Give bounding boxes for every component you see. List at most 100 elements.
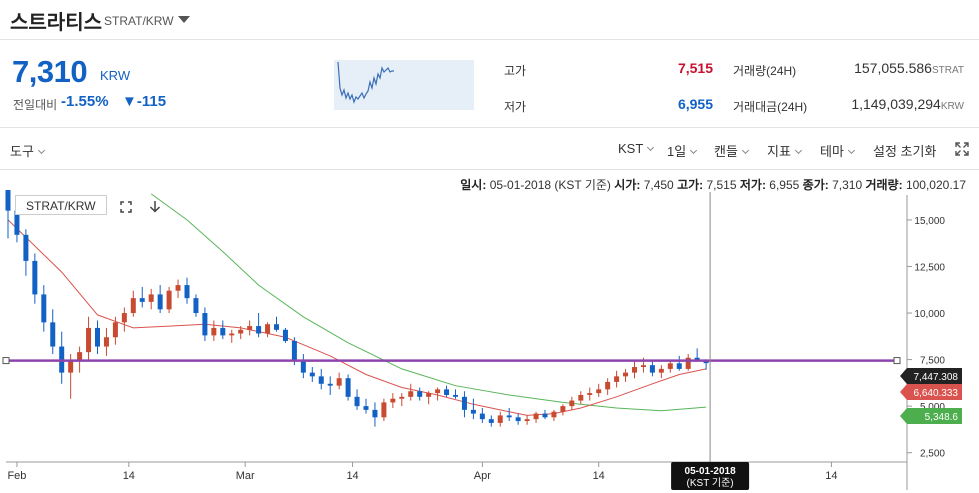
y-tick-label: 15,000: [914, 216, 945, 227]
candle-body: [461, 396, 467, 410]
candle-body: [676, 363, 682, 369]
info-close-value: 7,310: [832, 178, 863, 192]
info-high-label: 고가:: [677, 178, 704, 192]
crosshair-date-sub: (KST 기준): [687, 477, 734, 489]
candle-body: [560, 406, 566, 412]
volume-label: 거래량(24H): [733, 64, 797, 78]
chart-toolbar: 도구 KST 1일 캔들 지표 테마 설정 초기화: [0, 128, 979, 170]
info-date-label: 일시:: [460, 178, 487, 192]
chart-type-menu[interactable]: 캔들: [714, 141, 749, 160]
candle-body: [41, 294, 47, 323]
candle-body: [121, 313, 127, 323]
timezone-menu-label: KST: [618, 141, 644, 156]
x-tick-label: Mar: [236, 470, 255, 482]
chevron-down-icon: [647, 143, 655, 152]
amount-value: 1,149,039,294: [851, 96, 941, 112]
candle-body: [587, 393, 593, 395]
volume-value: 157,055.586: [854, 60, 932, 76]
price-label-tag: [900, 384, 962, 400]
candle-body: [184, 285, 190, 299]
candle-body: [515, 417, 521, 422]
y-tick-label: 10,000: [914, 309, 945, 320]
ohlc-info: 일시: 05-01-2018 (KST 기준) 시가: 7,450 고가: 7,…: [0, 176, 966, 193]
candle-body: [148, 294, 154, 302]
candle-body: [345, 378, 351, 397]
y-tick-label: 2,500: [920, 449, 945, 460]
x-tick-label: Feb: [7, 470, 26, 482]
timezone-menu[interactable]: KST: [618, 141, 655, 156]
candle-body: [703, 360, 709, 364]
theme-menu[interactable]: 테마: [820, 141, 855, 160]
candle-body: [667, 363, 673, 369]
candle-body: [166, 290, 172, 310]
candle-body: [220, 327, 226, 336]
tools-menu[interactable]: 도구: [10, 141, 45, 160]
candle-body: [426, 393, 432, 397]
candle-body: [68, 361, 74, 373]
candle-body: [202, 313, 208, 336]
change-label: 전일대비: [13, 98, 58, 112]
candle-body: [318, 376, 324, 384]
candle-body: [282, 329, 288, 341]
price-label-tag: [900, 408, 962, 424]
candle-body: [649, 365, 655, 373]
candle-body: [336, 378, 342, 386]
amount-unit: KRW: [940, 101, 964, 112]
fullscreen-icon[interactable]: [955, 142, 969, 156]
y-tick-label: 12,500: [914, 262, 945, 273]
candle-body: [408, 391, 414, 397]
x-tick-label: 14: [593, 470, 605, 482]
info-open-value: 7,450: [643, 178, 674, 192]
reset-settings-button[interactable]: 설정 초기화: [873, 144, 937, 159]
high-value: 7,515: [677, 60, 713, 76]
chart-expand-icon[interactable]: [119, 200, 133, 214]
x-tick-label: Apr: [474, 470, 491, 482]
volume-unit: STRAT: [931, 65, 964, 76]
candle-body: [694, 357, 700, 360]
chevron-down-icon: [37, 146, 45, 155]
candle-body: [658, 368, 664, 373]
candle-body: [50, 322, 56, 347]
change-percent: -1.55%: [61, 93, 109, 110]
candle-body: [640, 365, 646, 368]
download-icon[interactable]: [148, 200, 162, 214]
coin-header: 스트라티스 STRAT/KRW: [0, 0, 979, 40]
ma-short-line: [7, 219, 707, 416]
candle-body: [399, 396, 405, 399]
x-tick-label: 14: [346, 470, 358, 482]
info-close-label: 종가:: [802, 178, 829, 192]
crosshair-date: 05-01-2018: [685, 466, 737, 477]
x-tick-label: 14: [825, 470, 837, 482]
candle-body: [274, 324, 279, 330]
high-label: 고가: [504, 64, 527, 78]
candle-body: [381, 402, 387, 418]
candle-body: [479, 413, 485, 420]
y-tick-label: 5,000: [920, 402, 945, 413]
candle-body: [614, 376, 620, 382]
candle-body: [211, 327, 217, 336]
candle-body: [5, 190, 11, 211]
candle-body: [417, 391, 423, 397]
candle-body: [470, 409, 476, 414]
chevron-down-icon: [741, 146, 749, 155]
interval-menu[interactable]: 1일: [667, 141, 698, 160]
candlestick-chart[interactable]: 15,000 12,500 10,000 7,500 5,000 2,500 Feb 14 Ma…: [0, 190, 979, 493]
chevron-down-icon: [690, 146, 698, 155]
candle-body: [139, 298, 145, 302]
candle-body: [300, 361, 306, 373]
candle-body: [247, 326, 253, 330]
info-volume-value: 100,020.17: [905, 178, 966, 192]
theme-menu-label: 테마: [820, 144, 844, 159]
info-volume-label: 거래량:: [865, 178, 903, 192]
candle-body: [157, 294, 163, 310]
candle-body: [193, 298, 199, 314]
amount-value-group: 1,149,039,294KRW: [804, 96, 964, 112]
indicators-menu[interactable]: 지표: [767, 141, 802, 160]
candle-body: [551, 411, 557, 418]
info-open-label: 시가:: [614, 178, 641, 192]
coin-select-caret-icon[interactable]: [178, 16, 190, 23]
candle-body: [77, 352, 83, 362]
hline-handle-right: [893, 357, 901, 365]
candle-body: [175, 285, 181, 291]
candle-body: [363, 406, 369, 410]
